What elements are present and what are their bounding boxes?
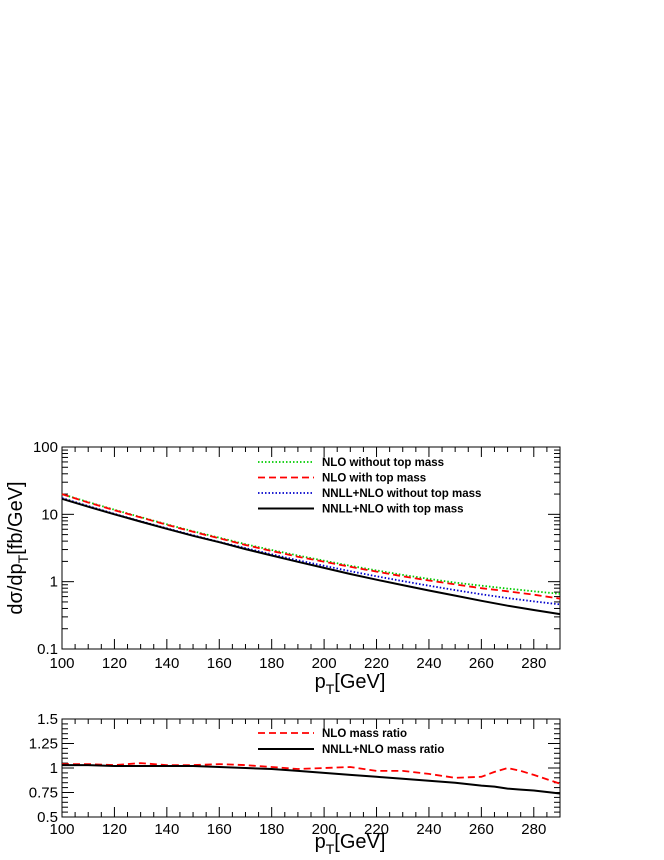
main-cross-section-panel: 100 120 140 160 180 200 220 240 260 280 0.1 1 10 100 N… [5, 439, 561, 697]
x-tick-label: 160 [207, 655, 232, 672]
x-tick-label: 240 [416, 655, 441, 672]
x-axis-title: pT[GeV] [315, 671, 386, 697]
series-line-3 [61, 497, 561, 616]
x-tick-label: 200 [312, 821, 337, 838]
series-line-1 [62, 764, 561, 795]
x-tick-label: 100 [49, 821, 74, 838]
x-tick-label: 260 [469, 821, 494, 838]
series-line-1 [61, 493, 561, 600]
y-tick-label: 10 [41, 506, 58, 523]
legend-label-2: NNLL+NLO without top mass [322, 488, 481, 500]
y-tick-label: 0.75 [29, 785, 58, 802]
x-tick-label: 260 [469, 655, 494, 672]
legend-label-1: NLO with top mass [322, 473, 426, 485]
x-tick-label: 240 [416, 821, 441, 838]
legend-label-1: NNLL+NLO mass ratio [322, 744, 444, 756]
y-tick-label: 0.1 [37, 641, 58, 658]
x-tick-label: 120 [102, 655, 127, 672]
x-tick-label: 280 [521, 821, 546, 838]
legend-label-0: NLO without top mass [322, 457, 444, 469]
series-line-0 [62, 762, 561, 785]
y-tick-label: 0.5 [37, 809, 58, 826]
x-tick-label: 140 [154, 655, 179, 672]
legend-label-3: NNLL+NLO with top mass [322, 504, 464, 516]
x-tick-label: 160 [207, 821, 232, 838]
x-axis-title: pT[GeV] [315, 831, 386, 857]
x-tick-label: 200 [312, 655, 337, 672]
x-tick-label: 220 [364, 655, 389, 672]
y-tick-label: 1 [50, 574, 58, 591]
x-tick-label: 100 [49, 655, 74, 672]
x-tick-label: 220 [364, 821, 389, 838]
x-tick-label: 280 [521, 655, 546, 672]
x-tick-label: 140 [154, 821, 179, 838]
mass-ratio-panel: 100 120 140 160 180 200 220 240 260 280 0.5 0.75 1 1.… [29, 711, 561, 857]
legend-label-0: NLO mass ratio [322, 728, 407, 740]
y-tick-label: 100 [33, 439, 58, 456]
x-tick-label: 180 [259, 821, 284, 838]
x-tick-label: 120 [102, 821, 127, 838]
y-tick-label: 1.25 [29, 736, 58, 753]
y-axis-title: dσ/dpT[fb/GeV] [5, 481, 31, 614]
x-tick-label: 180 [259, 655, 284, 672]
y-tick-label: 1 [50, 760, 58, 777]
y-tick-label: 1.5 [37, 711, 58, 728]
